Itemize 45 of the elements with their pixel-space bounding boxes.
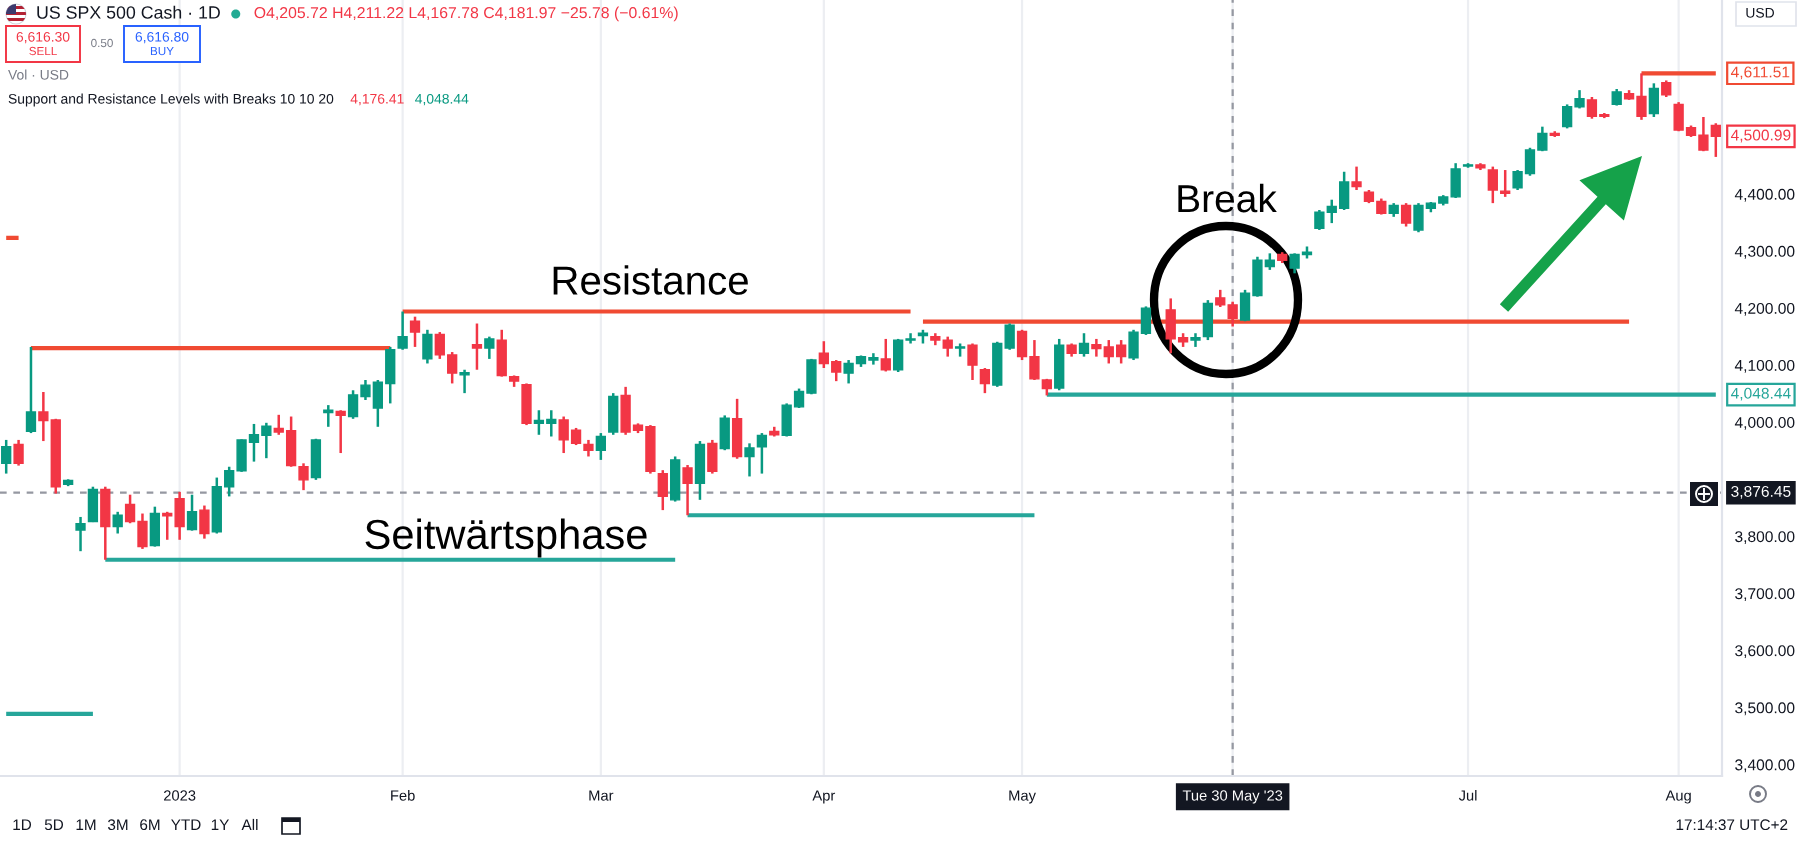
candlestick [87, 485, 99, 524]
candlestick [1351, 165, 1362, 192]
candlestick [397, 310, 408, 352]
candlestick [409, 315, 421, 349]
candlestick [100, 485, 111, 561]
candlestick [422, 328, 433, 365]
candlestick [967, 342, 978, 382]
candlestick [694, 439, 706, 502]
candlestick [149, 505, 161, 548]
candlestick [707, 438, 718, 475]
candlestick [1202, 298, 1214, 342]
candlestick [1648, 82, 1660, 119]
candlestick [496, 328, 507, 378]
annotation: Resistance [553, 265, 748, 295]
candlestick [199, 504, 210, 540]
candlestick [1054, 337, 1065, 392]
candlestick [471, 322, 483, 371]
candlestick [459, 368, 470, 395]
candlestick [670, 455, 681, 503]
candlestick [13, 438, 24, 467]
candlestick [298, 462, 309, 492]
candlestick [1078, 331, 1090, 358]
candlestick [1, 438, 12, 475]
candlestick [719, 414, 730, 452]
candlestick [1400, 201, 1412, 228]
candlestick [682, 463, 693, 517]
candlestick [521, 382, 532, 427]
candlestick [310, 437, 322, 482]
candlestick [595, 431, 606, 462]
candlestick [186, 493, 198, 532]
candlestick [484, 335, 495, 361]
candlestick [744, 442, 755, 478]
annotation: Break [1178, 183, 1277, 213]
annotation: Seitwärtsphase [365, 518, 647, 558]
candlestick [75, 515, 86, 553]
candlestick [657, 468, 668, 512]
candlestick [880, 337, 891, 373]
candlestick [731, 397, 743, 460]
candlestick [335, 409, 346, 455]
chart-title: US SPX 500 Cash · 1D [37, 5, 220, 19]
candlestick [112, 510, 123, 535]
candlestick [756, 431, 768, 475]
candlestick [25, 345, 37, 435]
candlestick [608, 391, 619, 437]
candlestick [979, 366, 991, 395]
